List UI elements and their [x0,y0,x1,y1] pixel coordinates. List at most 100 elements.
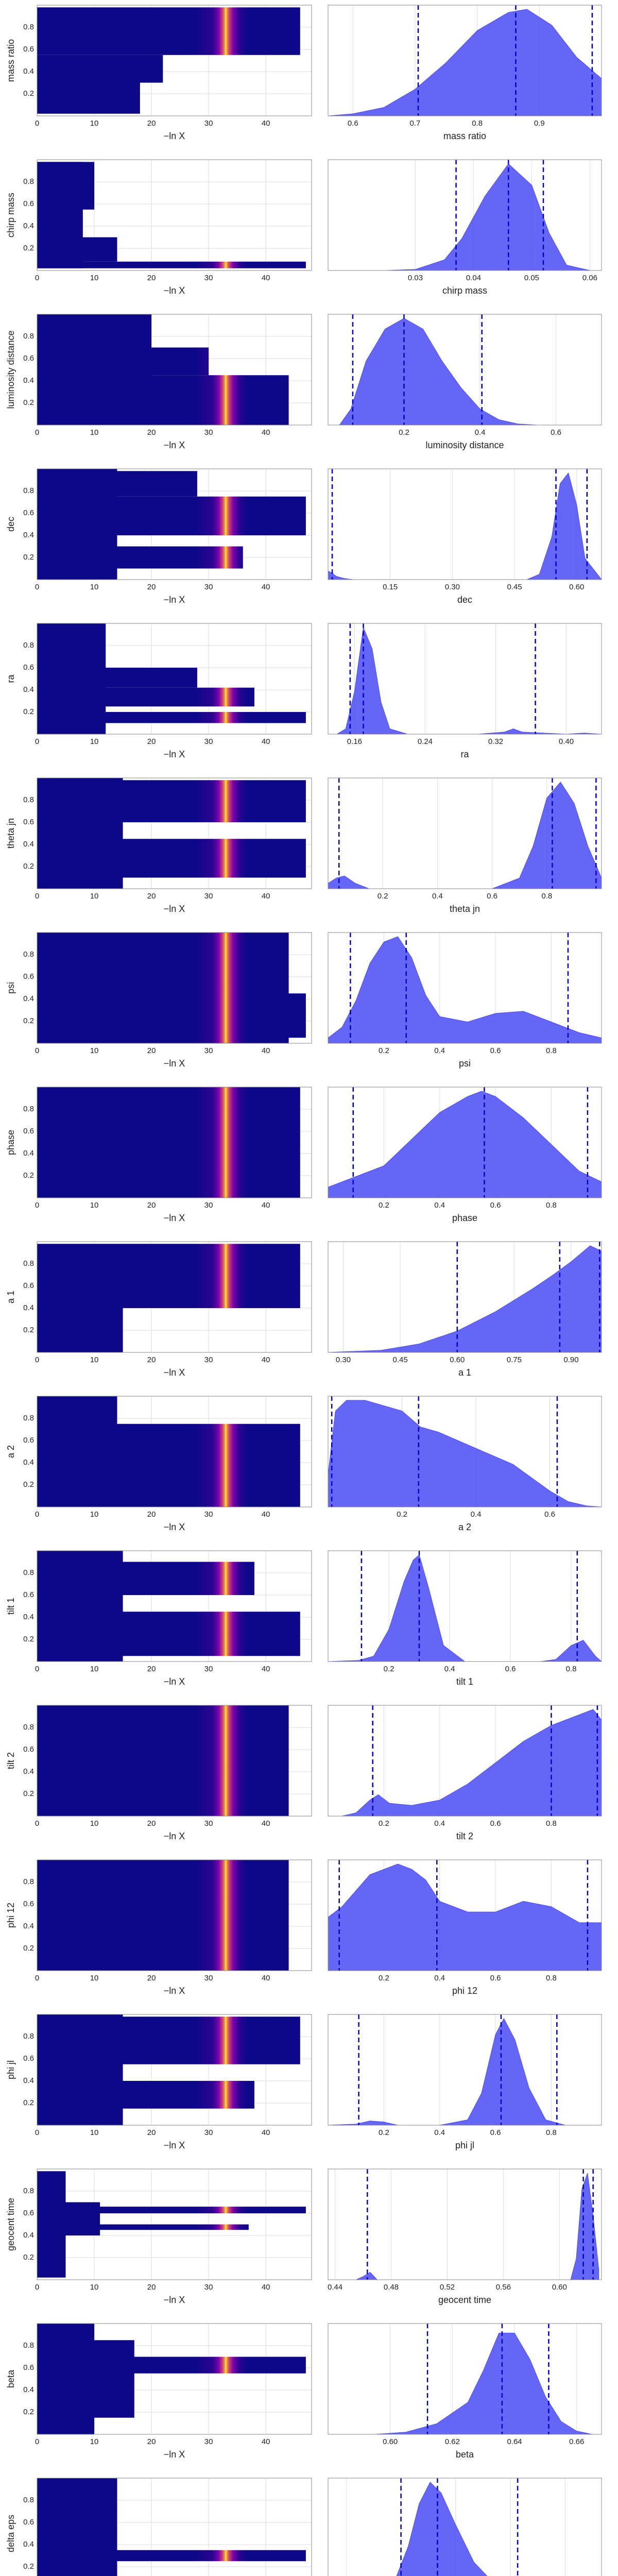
x-tick-label: 30 [204,737,213,746]
density [328,1400,602,1507]
x-tick-label: 0.2 [384,1665,394,1673]
x-tick-label: 0.48 [384,2283,399,2292]
y-tick-label: 0.2 [23,1016,34,1025]
y-axis-label: luminosity distance [6,330,16,409]
x-axis-label: −ln X [164,2295,185,2305]
x-tick-label: 0 [35,892,39,901]
y-tick-label: 0.6 [23,45,34,54]
x-tick-label: 0.8 [546,2128,557,2137]
y-axis-label: mass ratio [6,39,16,82]
x-tick-label: 0.60 [569,583,584,591]
x-tick-label: 0.4 [475,428,486,437]
x-tick-label: 40 [262,583,270,591]
sample-cloud [37,2478,117,2576]
x-tick-label: 0 [35,1510,39,1519]
y-axis-label: geocent time [6,2198,16,2251]
x-tick-label: 0.8 [546,1046,557,1055]
x-tick-label: 10 [90,1510,99,1519]
y-tick-label: 0.2 [23,398,34,407]
sample-cloud [37,2207,306,2213]
x-tick-label: 30 [204,1819,213,1828]
density [328,472,602,580]
y-tick-label: 0.6 [23,2209,34,2217]
x-tick-label: 0.2 [377,892,388,901]
x-tick-label: 0.24 [418,737,433,746]
sample-cloud [37,1423,300,1507]
sample-cloud [37,2357,306,2374]
y-axis-label: tilt 2 [6,1752,16,1769]
x-tick-label: 0.8 [546,1974,557,1982]
y-tick-label: 0.4 [23,1613,34,1621]
y-tick-label: 0.2 [23,1480,34,1489]
density [328,2018,602,2125]
y-tick-label: 0.8 [23,1568,34,1577]
plot-frame [37,468,312,580]
x-tick-label: 10 [90,2283,99,2292]
sample-cloud [37,2224,249,2230]
x-tick-label: 10 [90,1046,99,1055]
density [328,1245,602,1352]
y-axis-label: phase [6,1130,16,1155]
y-tick-label: 0.8 [23,1259,34,1268]
sample-cloud [37,1705,289,1816]
x-axis-label: −ln X [164,2140,185,2150]
x-tick-label: 40 [262,119,270,128]
y-tick-label: 0.8 [23,23,34,31]
y-tick-label: 0.8 [23,2341,34,2350]
y-tick-label: 0.2 [23,1171,34,1180]
x-tick-label: 0.4 [471,1510,482,1519]
sample-cloud [37,261,306,268]
y-tick-label: 0.2 [23,2562,34,2571]
x-tick-label: 0.6 [544,1510,555,1519]
x-tick-label: 0.6 [348,119,358,128]
y-tick-label: 0.8 [23,2032,34,2041]
y-axis-label: psi [6,982,16,994]
x-tick-label: 0.6 [487,892,497,901]
x-tick-label: 0.8 [566,1665,577,1673]
x-tick-label: 30 [204,1355,213,1364]
x-tick-label: 20 [147,119,156,128]
x-tick-label: 0.4 [434,1201,445,1210]
x-tick-label: 0.45 [507,583,522,591]
x-tick-label: 30 [204,1046,213,1055]
x-tick-label: 0.40 [559,737,574,746]
plot-frame [37,2478,312,2576]
y-tick-label: 0.8 [23,795,34,804]
x-tick-label: 0.8 [546,1819,557,1828]
density [341,1709,602,1816]
y-tick-label: 0.4 [23,2540,34,2549]
x-tick-label: 0.06 [582,274,597,282]
sample-cloud [37,162,95,210]
plot-frame [328,1241,602,1353]
sample-cloud [37,237,117,262]
x-tick-label: 20 [147,1201,156,1210]
plot-frame [328,1859,602,1971]
x-tick-label: 10 [90,1201,99,1210]
plot-frame [37,1241,312,1353]
x-tick-label: 0.2 [379,1201,389,1210]
x-tick-label: 0.2 [379,2128,389,2137]
x-tick-label: 0 [35,1819,39,1828]
plot-frame [37,2323,312,2435]
y-tick-label: 0.8 [23,2496,34,2504]
x-tick-label: 30 [204,1201,213,1210]
x-tick-label: 40 [262,1665,270,1673]
x-axis-label: −ln X [164,1676,185,1687]
x-tick-label: 0.15 [383,583,398,591]
y-tick-label: 0.6 [23,1900,34,1908]
x-tick-label: 20 [147,1355,156,1364]
x-tick-label: 0.4 [444,1665,455,1673]
x-tick-label: 0.90 [563,1355,578,1364]
x-tick-label: 0.52 [440,2283,455,2292]
y-tick-label: 0.6 [23,354,34,363]
density [396,2482,514,2576]
x-tick-label: 0.9 [534,119,545,128]
x-tick-label: 0.44 [328,2283,342,2292]
x-axis-label: −ln X [164,595,185,605]
sample-cloud [37,1087,300,1198]
x-tick-label: 0.05 [524,274,539,282]
sample-cloud [37,780,306,822]
y-tick-label: 0.6 [23,1281,34,1290]
y-tick-label: 0.2 [23,2253,34,2262]
